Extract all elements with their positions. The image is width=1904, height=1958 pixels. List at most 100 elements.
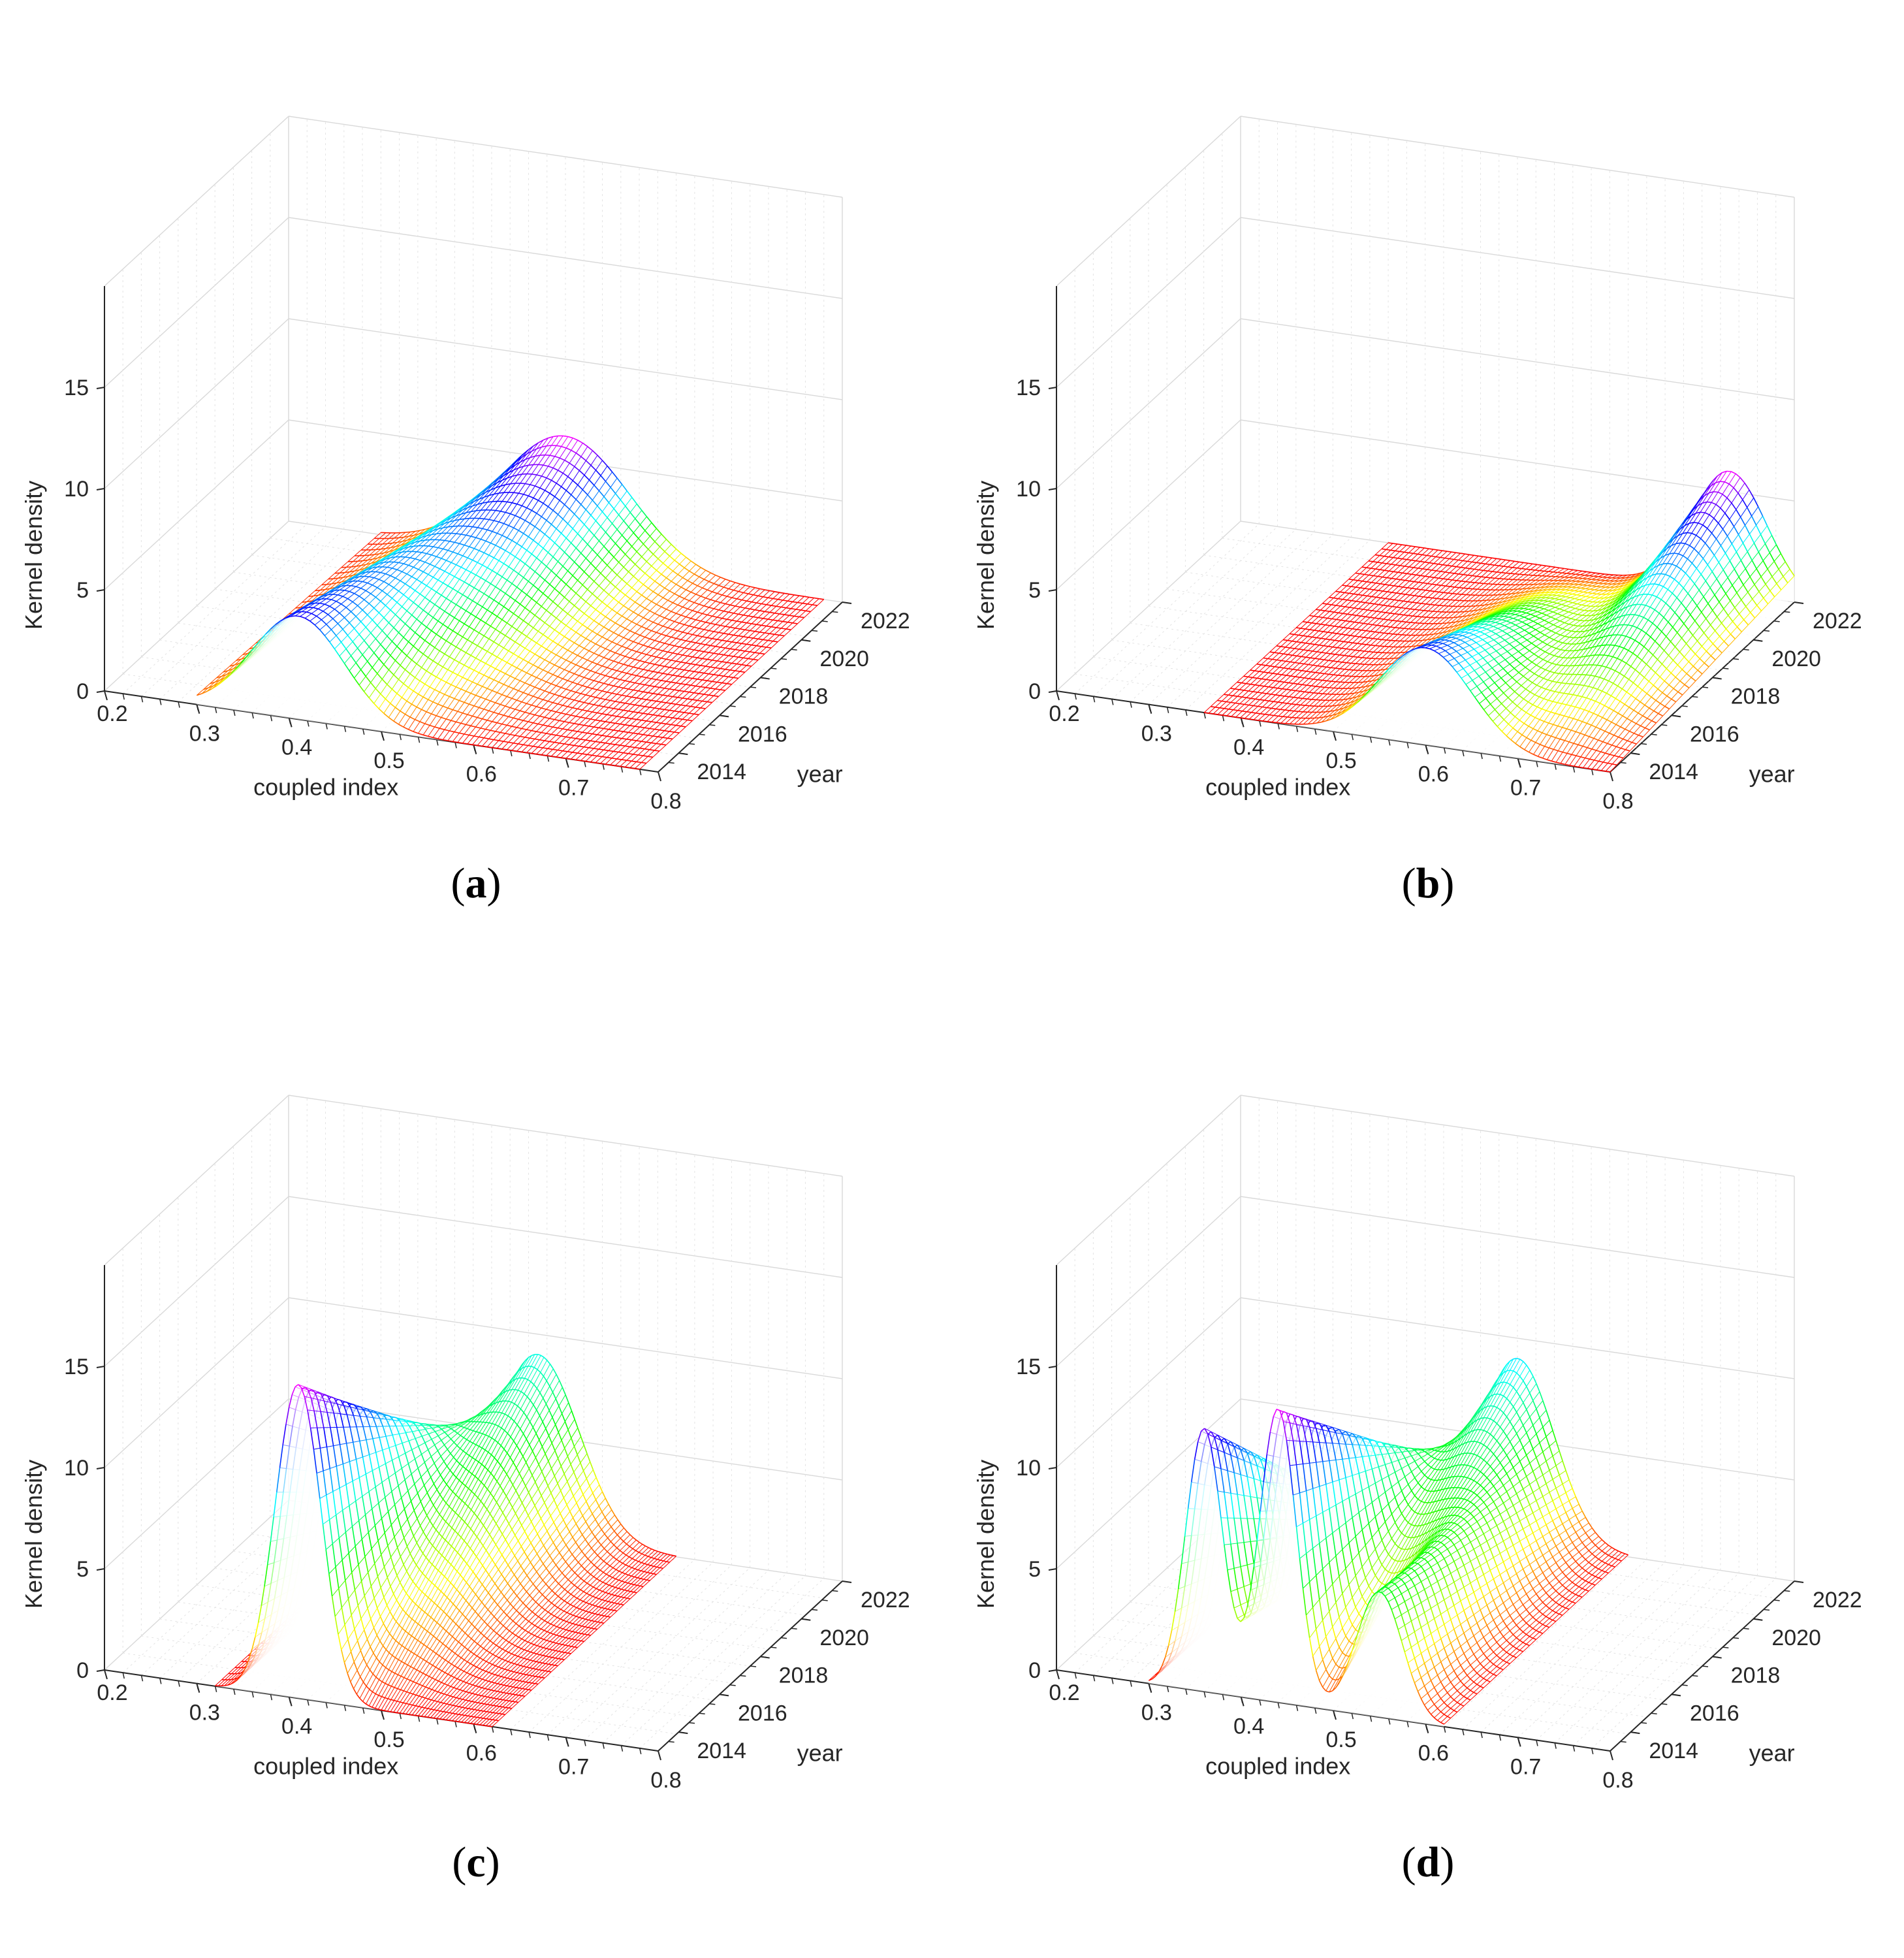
surface-year-line <box>500 547 506 551</box>
surface-year-line <box>610 538 616 544</box>
surface-year-line <box>575 715 581 718</box>
surface-year-line <box>401 650 407 656</box>
surface-year-line <box>523 720 529 722</box>
surface-year-line <box>577 683 583 686</box>
surface-year-line <box>482 528 488 531</box>
surface-year-line <box>584 571 590 577</box>
surface-index-line <box>501 492 509 502</box>
surface-index-line <box>479 699 486 708</box>
surface-index-line <box>599 481 606 491</box>
surface-index-line <box>651 672 659 679</box>
surface-index-line <box>639 677 647 684</box>
surface-index-line <box>613 679 621 686</box>
surface-year-line <box>498 521 504 524</box>
surface-year-line <box>520 458 526 463</box>
surface-index-line <box>550 728 558 735</box>
surface-index-line <box>483 543 491 553</box>
surface-year-line <box>544 716 550 719</box>
surface-year-line <box>447 585 454 590</box>
surface-index-line <box>687 602 695 609</box>
surface-index-line <box>459 535 467 544</box>
surface-year-line <box>575 453 582 457</box>
surface-index-line <box>418 539 426 547</box>
surface-year-line <box>331 582 337 585</box>
surface-year-line <box>558 514 563 520</box>
surface-year-line <box>661 701 667 703</box>
surface-index-line <box>515 728 522 736</box>
surface-year-line <box>582 538 588 545</box>
surface-year-line <box>654 613 660 617</box>
surface-year-line <box>467 679 473 682</box>
surface-year-line <box>693 671 699 673</box>
surface-year-line <box>462 594 468 598</box>
surface-index-line <box>520 473 528 484</box>
surface-index-line <box>318 589 326 596</box>
surface-index-line <box>511 468 519 477</box>
surface-year-line <box>703 605 710 608</box>
surface-year-line <box>332 594 338 596</box>
surface-index-line <box>373 572 381 578</box>
surface-index-line <box>526 627 534 637</box>
surface-index-line <box>754 603 762 611</box>
surface-year-line <box>649 536 656 542</box>
surface-year-line <box>475 616 481 620</box>
surface-year-line <box>398 590 404 596</box>
surface-year-line <box>490 700 496 703</box>
surface-index-line <box>573 739 581 746</box>
surface-index-line <box>383 532 391 539</box>
surface-year-line <box>379 562 385 564</box>
surface-index-line <box>571 655 578 663</box>
surface-index-line <box>467 669 475 680</box>
surface-index-line <box>505 502 513 513</box>
surface-index-line <box>723 649 731 656</box>
surface-index-line <box>567 466 575 477</box>
surface-year-line <box>331 599 337 602</box>
surface-year-line <box>466 724 471 727</box>
surface-index-line <box>485 531 493 541</box>
surface-index-line <box>649 722 657 729</box>
surface-year-line <box>343 575 349 578</box>
surface-index-line <box>508 709 516 717</box>
surface-index-line <box>466 716 473 725</box>
surface-index-line <box>486 557 494 568</box>
surface-year-line <box>656 700 661 703</box>
surface-year-line <box>597 554 603 561</box>
surface-year-line <box>347 635 353 642</box>
surface-year-line <box>746 643 752 646</box>
surface-year-line <box>664 551 671 556</box>
surface-index-line <box>667 689 675 696</box>
surface-index-line <box>437 654 445 664</box>
surface-year-line <box>387 684 392 690</box>
surface-index-line <box>629 651 637 658</box>
surface-year-line <box>733 613 739 615</box>
surface-year-line <box>490 487 496 490</box>
surface-year-line <box>391 598 398 603</box>
surface-year-line <box>552 726 558 729</box>
surface-year-line <box>336 581 341 584</box>
surface-year-line <box>559 667 565 671</box>
surface-year-line <box>353 628 360 635</box>
surface-year-line <box>390 609 396 615</box>
surface-index-line <box>505 665 513 674</box>
surface-index-line <box>508 483 516 493</box>
surface-year-line <box>620 625 626 629</box>
surface-index-line <box>751 660 759 667</box>
surface-index-line <box>637 748 645 756</box>
surface-year-line <box>469 703 475 707</box>
surface-year-line <box>510 483 516 485</box>
surface-index-line <box>367 652 375 662</box>
surface-index-line <box>770 599 778 606</box>
surface-index-line <box>643 611 650 618</box>
surface-year-line <box>408 641 414 647</box>
surface-year-line <box>543 669 548 673</box>
surface-year-line <box>561 445 567 449</box>
surface-index-line <box>451 711 458 721</box>
x-minor-tick <box>270 715 273 722</box>
surface-year-line <box>693 626 699 629</box>
surface-year-line <box>323 611 328 615</box>
surface-index-line <box>590 734 597 741</box>
surface-year-line <box>673 602 678 606</box>
surface-index-line <box>390 646 398 656</box>
surface-year-line <box>496 692 503 696</box>
surface-year-line <box>526 549 532 554</box>
